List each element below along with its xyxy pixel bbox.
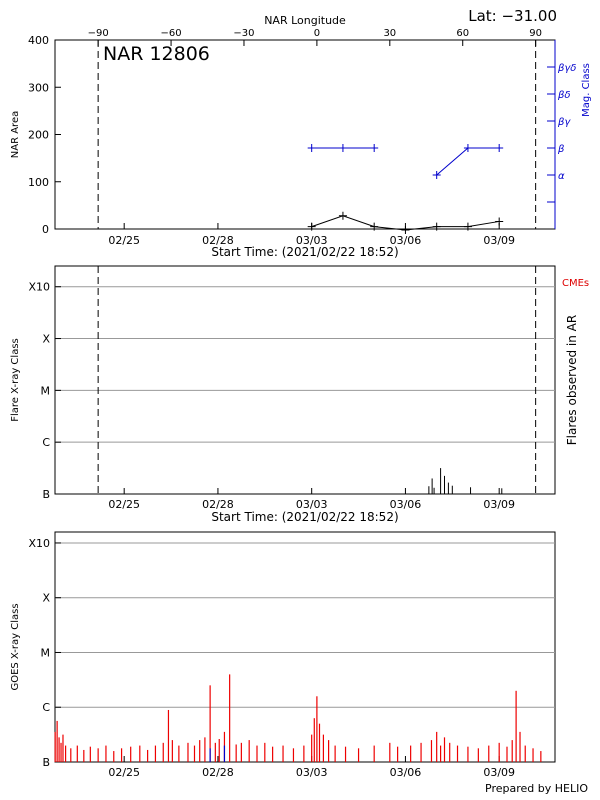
mag-class-tick-label: β [557, 144, 565, 155]
footer-credit: Prepared by HELIO [485, 782, 588, 795]
nar-y-axis-label: NAR Area [10, 111, 21, 158]
mag-class-point [495, 144, 504, 152]
nar-longitude-tick-label: 0 [314, 28, 320, 39]
flares-y-tick-label: X10 [28, 281, 50, 294]
flares-y-tick-label: B [42, 488, 50, 501]
mag-class-tick-label: βγδ [557, 63, 576, 74]
flares-y-axis-label: Flare X-ray Class [10, 338, 21, 422]
nar-x-tick-label: 03/09 [483, 234, 515, 247]
nar-x-tick-label: 03/06 [390, 234, 422, 247]
nar-y-tick-label: 300 [28, 81, 49, 94]
mag-class-point [307, 144, 316, 152]
mag-class-point [338, 144, 347, 152]
nar-area-point [463, 222, 472, 231]
goes-y-axis-label: GOES X-ray Class [10, 603, 21, 690]
nar-y-tick-label: 0 [42, 223, 49, 236]
flares-x-tick-label: 03/09 [483, 498, 515, 511]
goes-y-tick-label: M [41, 646, 51, 659]
mag-class-line [436, 147, 500, 176]
mag-class-tick-label: α [558, 171, 565, 182]
nar-plot-frame [54, 39, 556, 230]
nar-x-axis-label: Start Time: (2021/02/22 18:52) [211, 245, 398, 259]
flares-x-tick-label: 02/25 [108, 498, 140, 511]
goes-x-tick-label: 03/06 [390, 766, 422, 779]
mag-class-point [370, 144, 379, 152]
nar-area-point [338, 211, 347, 220]
cme-legend-label: CMEs [562, 278, 589, 289]
flares-y-tick-label: C [42, 436, 50, 449]
goes-x-tick-label: 02/28 [202, 766, 234, 779]
nar-longitude-tick-label: 30 [383, 28, 396, 39]
nar-area-point [370, 222, 379, 231]
nar-area-point [495, 217, 504, 226]
nar-title: NAR 12806 [103, 43, 210, 65]
nar-longitude-tick-label: 90 [529, 28, 542, 39]
nar-area-point [432, 222, 441, 231]
nar-area-point [307, 222, 316, 231]
panel-nar-area: 02/25 02/28 03/03 03/06 03/09 Start Time: (20… [10, 14, 592, 259]
flares-y-tick-label: X [42, 333, 50, 346]
mag-class-tick-label: βδ [557, 90, 571, 101]
flares-x-tick-label: 03/03 [296, 498, 328, 511]
nar-longitude-tick-label: 60 [456, 28, 469, 39]
goes-x-tick-label: 03/03 [296, 766, 328, 779]
flares-x-tick-label: 03/06 [390, 498, 422, 511]
flares-y-tick-label: M [41, 384, 51, 397]
mag-class-tick-label: βγ [557, 117, 571, 128]
nar-y-tick-label: 200 [28, 129, 49, 142]
goes-y-tick-label: X [42, 592, 50, 605]
nar-longitude-tick-label: −90 [88, 28, 109, 39]
nar-area-point [401, 225, 410, 234]
panel-goes-xray: B C M X X10 02/25 02/28 03/03 03/06 03/09 GOES X-r… [10, 531, 556, 779]
nar-longitude-tick-label: −60 [161, 28, 182, 39]
flares-right-axis-label: Flares observed in AR [565, 315, 579, 445]
flares-x-tick-label: 02/28 [202, 498, 234, 511]
mag-class-point [463, 144, 472, 152]
nar-x-tick-label: 03/03 [296, 234, 328, 247]
goes-x-tick-label: 02/25 [108, 766, 140, 779]
goes-plot-frame [54, 531, 556, 763]
nar-x-tick-label: 02/28 [202, 234, 234, 247]
nar-x-tick-label: 02/25 [108, 234, 140, 247]
latitude-label: Lat: −31.00 [468, 7, 557, 25]
nar-y-tick-label: 100 [28, 176, 49, 189]
goes-y-tick-label: C [42, 701, 50, 714]
mag-class-axis-label: Mag. Class [581, 63, 592, 117]
nar-longitude-axis-label: NAR Longitude [264, 14, 346, 27]
mag-class-point [432, 171, 441, 179]
flares-plot-frame [54, 265, 556, 495]
goes-y-tick-label: X10 [28, 537, 50, 550]
goes-x-tick-label: 03/09 [483, 766, 515, 779]
nar-longitude-tick-label: −30 [233, 28, 254, 39]
panel-flare-class: B C M X X10 02/25 02/28 03/03 03/06 03/09 Start Ti… [10, 265, 589, 524]
goes-y-tick-label: B [42, 756, 50, 769]
flares-x-axis-label: Start Time: (2021/02/22 18:52) [211, 510, 398, 524]
nar-y-tick-label: 400 [28, 34, 49, 47]
